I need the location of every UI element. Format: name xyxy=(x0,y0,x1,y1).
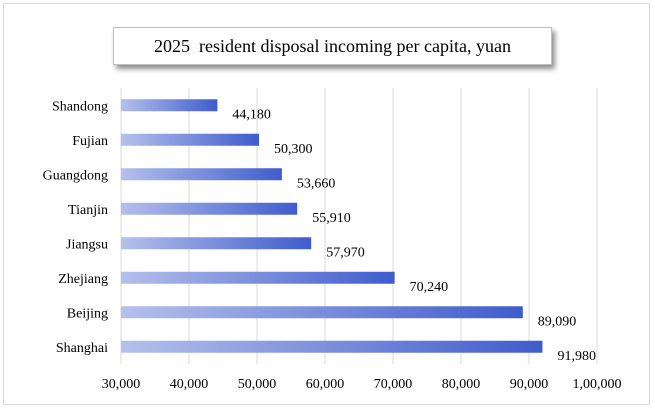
bar-zhejiang xyxy=(121,271,395,284)
x-tick-label: 70,000 xyxy=(374,377,413,392)
category-label: Zhejiang xyxy=(58,272,108,287)
chart-title: 2025 resident disposal incoming per capi… xyxy=(113,27,552,65)
chart-frame xyxy=(3,3,650,405)
data-label: 70,240 xyxy=(410,280,449,295)
data-label: 55,910 xyxy=(312,211,351,226)
x-tick-label: 30,000 xyxy=(102,377,141,392)
bar-fujian xyxy=(121,133,260,146)
bar-shanghai xyxy=(121,340,543,353)
data-label: 53,660 xyxy=(297,176,336,191)
data-label: 91,980 xyxy=(557,349,596,364)
category-label: Jiangsu xyxy=(66,237,108,252)
x-tick-label: 90,000 xyxy=(510,377,549,392)
data-label: 50,300 xyxy=(274,142,313,157)
bar-tianjin xyxy=(121,202,298,215)
x-tick-label: 40,000 xyxy=(170,377,209,392)
data-label: 57,970 xyxy=(326,245,365,260)
bar-beijing xyxy=(121,306,523,319)
bar-guangdong xyxy=(121,168,282,181)
bar-jiangsu xyxy=(121,237,312,250)
x-tick-label: 50,000 xyxy=(238,377,277,392)
x-tick-label: 1,00,000 xyxy=(573,377,622,392)
x-tick-label: 60,000 xyxy=(306,377,345,392)
bar-shandong xyxy=(121,99,218,112)
data-label: 44,180 xyxy=(232,107,271,122)
category-label: Beijing xyxy=(67,306,108,321)
category-label: Shandong xyxy=(52,99,108,114)
x-tick-label: 80,000 xyxy=(442,377,481,392)
category-label: Fujian xyxy=(72,134,108,149)
category-label: Shanghai xyxy=(56,341,108,356)
data-label: 89,090 xyxy=(538,314,577,329)
category-label: Guangdong xyxy=(43,168,108,183)
category-label: Tianjin xyxy=(68,203,108,218)
